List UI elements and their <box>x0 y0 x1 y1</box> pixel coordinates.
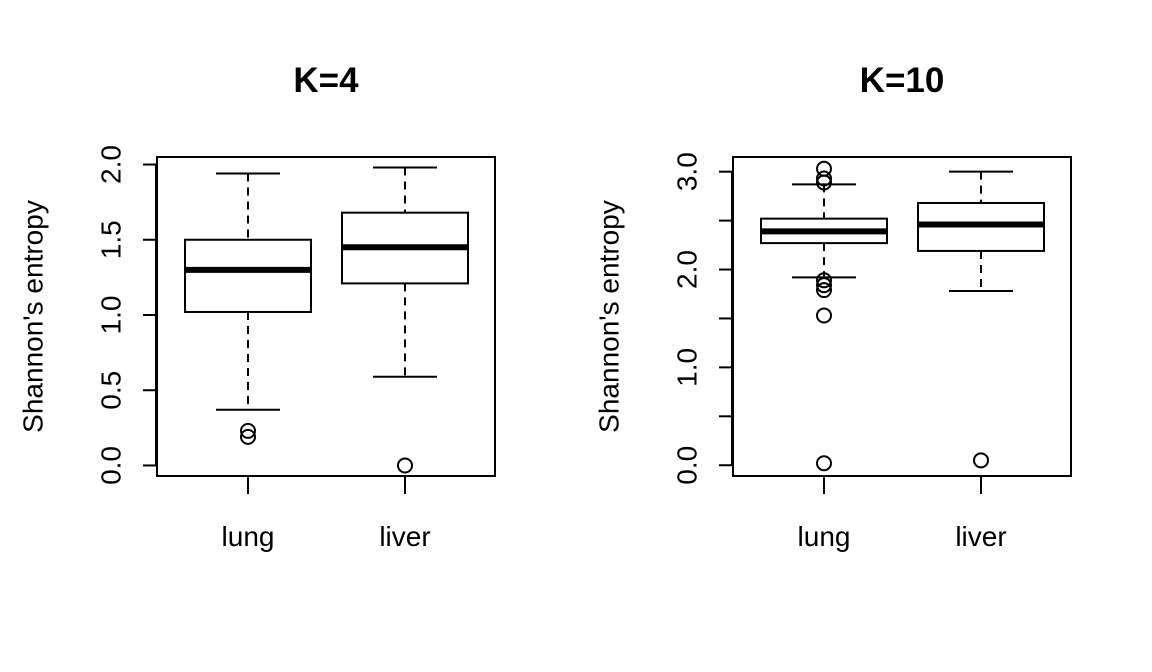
box-liver <box>341 166 469 474</box>
y-axis-label: Shannon's entropy <box>593 200 624 433</box>
outlier-point <box>816 160 832 177</box>
y-tick-label: 1.0 <box>671 348 702 387</box>
outlier-point <box>816 277 832 294</box>
y-tick-label: 3.0 <box>671 152 702 191</box>
panel-k4: K=4 0.0 0.5 1.0 1.5 2.0 Shannon's entropy lung l… <box>17 61 496 552</box>
y-tick-label: 0.5 <box>95 371 126 410</box>
box-lung <box>760 160 888 472</box>
x-tick-label: liver <box>955 521 1006 552</box>
outlier-point <box>816 272 832 289</box>
plot-frame <box>156 156 496 477</box>
outlier-point <box>240 428 256 445</box>
y-tick-label: 0.0 <box>671 446 702 485</box>
outlier-point <box>973 452 989 469</box>
outlier-point <box>816 170 832 187</box>
y-tick-label: 1.0 <box>95 296 126 335</box>
x-tick-label: liver <box>379 521 430 552</box>
outlier-point <box>816 307 832 324</box>
x-tick-label: lung <box>222 521 275 552</box>
panel-k10: K=10 0.0 1.0 2.0 3.0 Shannon's entropy lung liv… <box>593 61 1072 552</box>
y-tick-label: 2.0 <box>95 145 126 184</box>
y-axis-label: Shannon's entropy <box>17 200 48 433</box>
iqr-box <box>184 238 312 313</box>
y-tick-label: 1.5 <box>95 220 126 259</box>
y-tick-label: 0.0 <box>95 446 126 485</box>
outlier-point <box>240 422 256 439</box>
box-liver <box>917 170 1045 469</box>
chart-title: K=10 <box>860 61 945 100</box>
y-tick-label: 2.0 <box>671 250 702 289</box>
box-lung <box>184 172 312 445</box>
outlier-point <box>397 457 413 474</box>
outlier-point <box>816 282 832 299</box>
outlier-point <box>816 455 832 472</box>
chart-title: K=4 <box>293 61 359 100</box>
x-tick-label: lung <box>798 521 851 552</box>
